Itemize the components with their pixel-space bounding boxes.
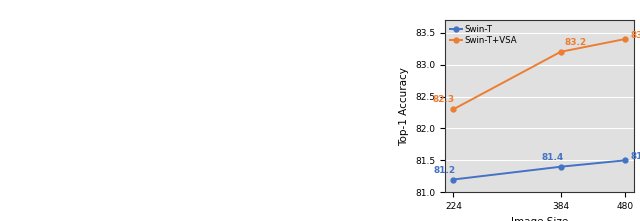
Legend: Swin-T, Swin-T+VSA: Swin-T, Swin-T+VSA [449,24,518,46]
Line: Swin-T: Swin-T [451,158,627,182]
Text: 81.4: 81.4 [541,153,563,162]
Swin-T [621,159,629,162]
Swin-T [449,178,457,181]
Line: Swin-T+VSA: Swin-T+VSA [451,37,627,112]
Swin-T+VSA [449,108,457,110]
X-axis label: Image Size: Image Size [511,217,568,221]
Text: 83.2: 83.2 [565,38,587,47]
Y-axis label: Top-1 Accuracy: Top-1 Accuracy [399,67,410,145]
Text: 81.2: 81.2 [434,166,456,175]
Text: 82.3: 82.3 [433,95,454,104]
Swin-T [557,165,564,168]
Text: 81.5: 81.5 [630,152,640,161]
Text: 83.4: 83.4 [630,31,640,40]
Swin-T+VSA [621,38,629,40]
Swin-T+VSA [557,50,564,53]
